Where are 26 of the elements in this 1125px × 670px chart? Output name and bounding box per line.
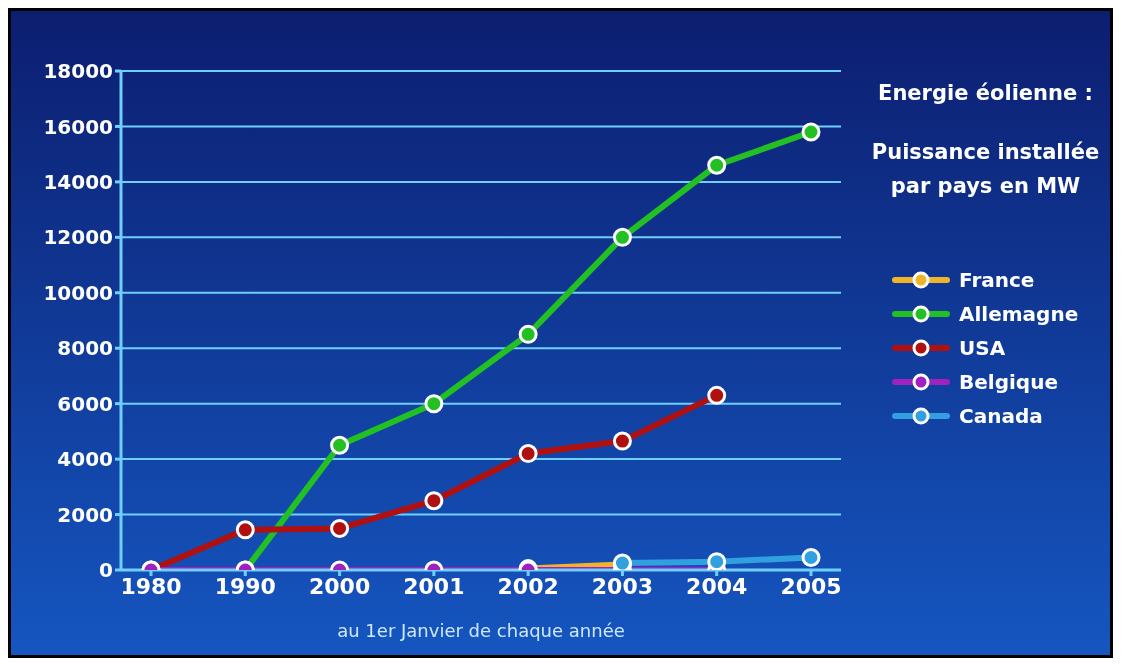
legend-label: Allemagne	[959, 302, 1079, 326]
legend-label: Belgique	[959, 370, 1058, 394]
y-tick-label: 8000	[57, 336, 113, 361]
x-tick-label: 2005	[780, 573, 842, 599]
legend-label: Canada	[959, 404, 1043, 428]
y-tick-label: 10000	[43, 280, 113, 305]
y-tick-label: 12000	[43, 225, 113, 250]
x-tick-label: 2004	[686, 573, 748, 599]
x-tick-label: 2001	[403, 573, 465, 599]
y-tick-label: 6000	[57, 391, 113, 416]
x-tick-label: 1980	[120, 573, 182, 599]
x-tick-label: 2002	[497, 573, 559, 599]
x-tick-label: 2003	[591, 573, 654, 599]
y-tick-label: 14000	[43, 169, 113, 194]
y-tick-label: 18000	[43, 59, 113, 84]
x-axis-title: au 1er Janvier de chaque année	[337, 620, 625, 641]
text: Energie éolienne :	[877, 81, 1094, 105]
y-tick-label: 16000	[43, 114, 113, 139]
legend-label: USA	[959, 336, 1006, 360]
legend-label: France	[959, 268, 1035, 292]
x-tick-label: 1990	[214, 573, 276, 599]
text: Puissance installée par pays en MW	[870, 139, 1101, 200]
y-tick-label: 4000	[57, 447, 113, 472]
y-tick-label: 0	[99, 558, 113, 583]
y-tick-label: 2000	[57, 502, 113, 527]
x-tick-label: 2000	[308, 573, 371, 599]
